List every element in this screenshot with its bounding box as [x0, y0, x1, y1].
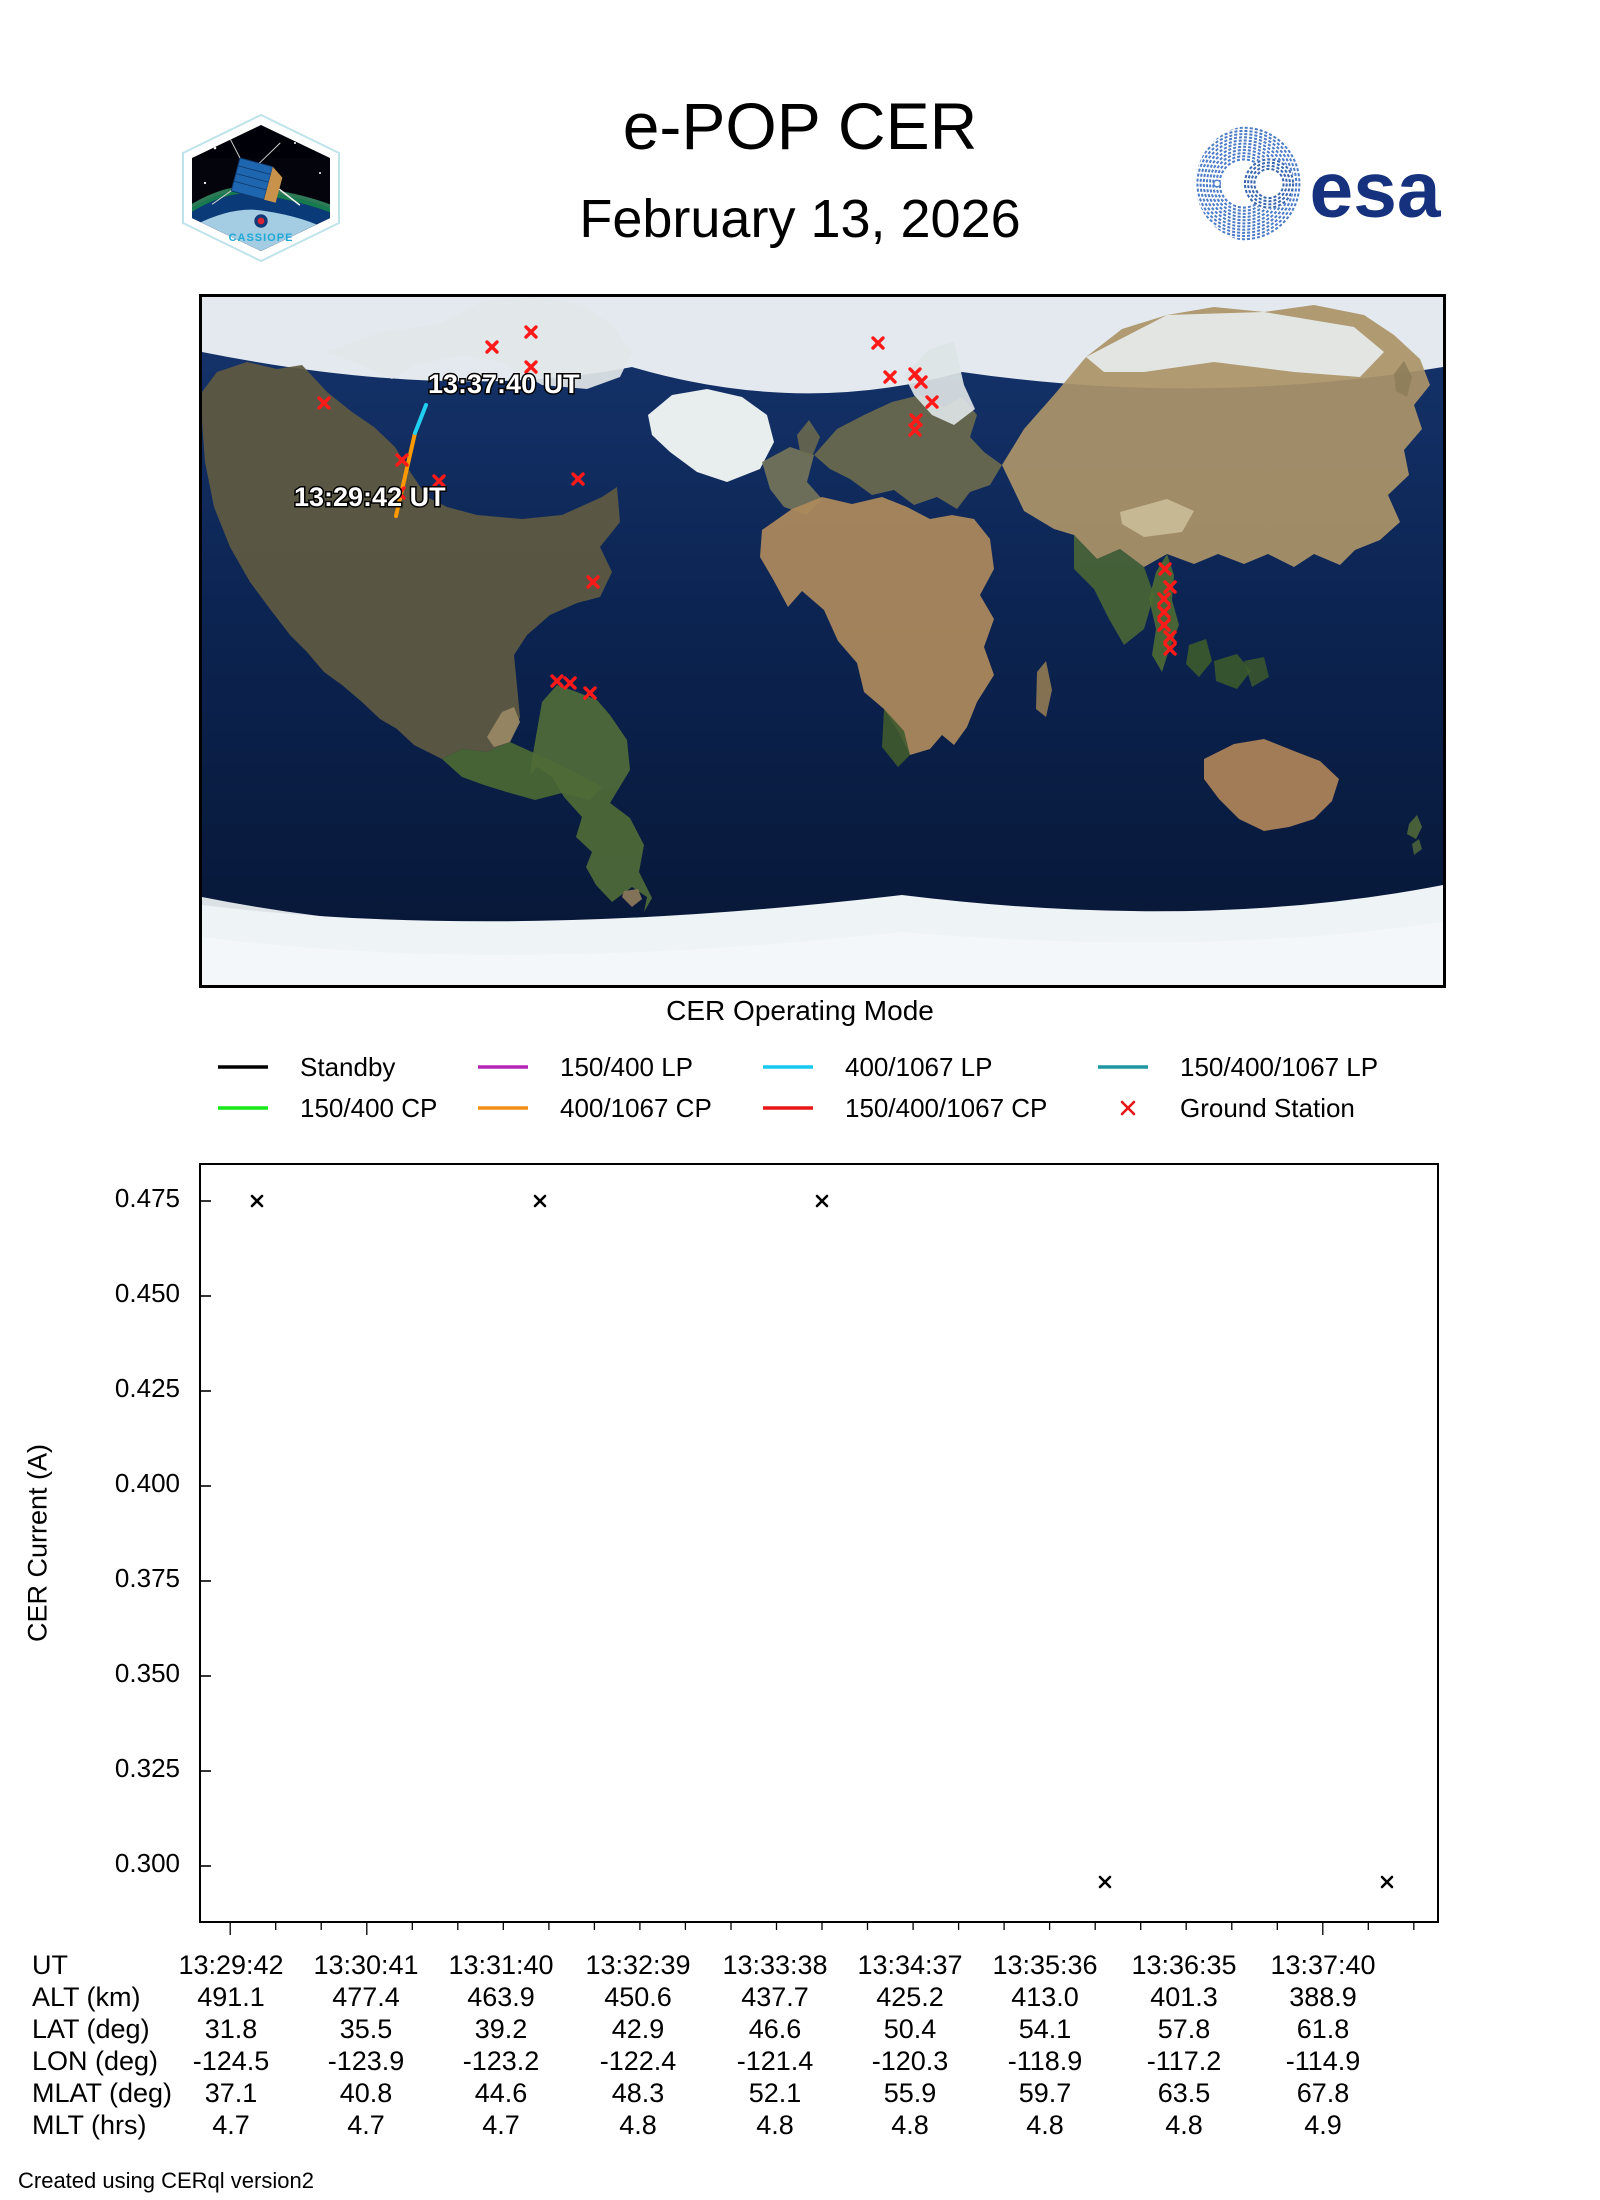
svg-text:400/1067 CP: 400/1067 CP	[560, 1093, 712, 1123]
svg-text:150/400 LP: 150/400 LP	[560, 1052, 693, 1082]
svg-text:Standby: Standby	[300, 1052, 395, 1082]
svg-text:0.400: 0.400	[115, 1468, 180, 1498]
svg-text:Ground Station: Ground Station	[1180, 1093, 1355, 1123]
svg-text:13:37:40 UT: 13:37:40 UT	[428, 369, 580, 399]
svg-text:0.425: 0.425	[115, 1373, 180, 1403]
svg-text:0.350: 0.350	[115, 1658, 180, 1688]
svg-text:150/400/1067 CP: 150/400/1067 CP	[845, 1093, 1047, 1123]
svg-text:0.475: 0.475	[115, 1183, 180, 1213]
svg-text:150/400/1067 LP: 150/400/1067 LP	[1180, 1052, 1378, 1082]
svg-text:0.325: 0.325	[115, 1753, 180, 1783]
svg-text:0.375: 0.375	[115, 1563, 180, 1593]
svg-text:13:29:42 UT: 13:29:42 UT	[294, 482, 446, 512]
svg-text:400/1067 LP: 400/1067 LP	[845, 1052, 992, 1082]
svg-text:esa: esa	[1310, 145, 1442, 233]
svg-text:150/400 CP: 150/400 CP	[300, 1093, 437, 1123]
svg-text:0.450: 0.450	[115, 1278, 180, 1308]
svg-text:0.300: 0.300	[115, 1848, 180, 1878]
